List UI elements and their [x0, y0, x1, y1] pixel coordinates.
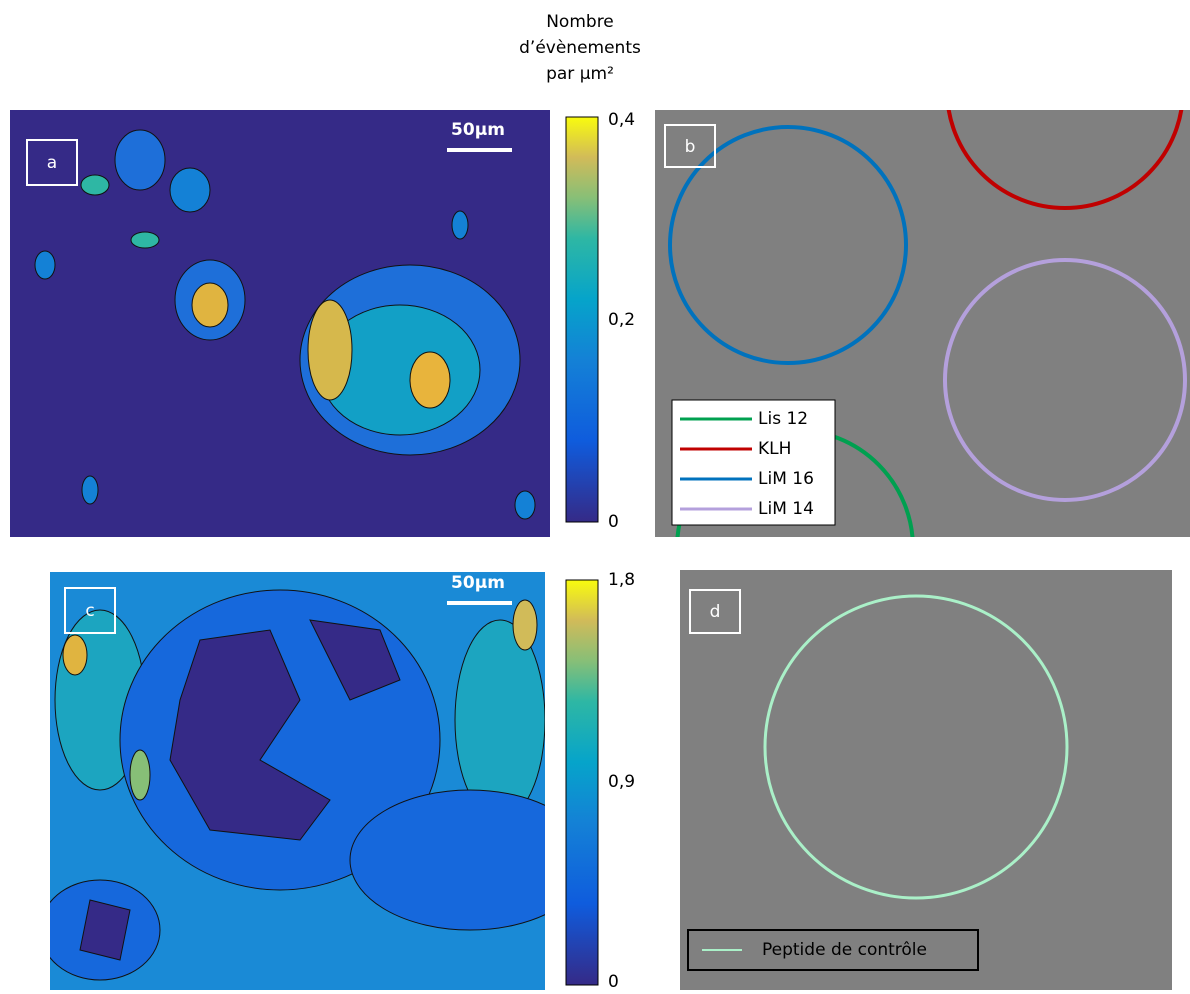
blob	[34, 250, 56, 280]
blob	[169, 629, 331, 841]
blob	[409, 351, 451, 409]
colorbar-tick-label: 0,2	[608, 310, 635, 330]
panel-background	[680, 570, 1172, 990]
colorbar	[565, 116, 599, 523]
panel-label: b	[685, 137, 696, 157]
contours	[50, 589, 545, 981]
colorbar-tick-label: 0,9	[608, 772, 635, 792]
scale-bar-label: 50µm	[451, 120, 505, 140]
panel-label: d	[710, 602, 721, 622]
blob	[309, 619, 401, 701]
circle-klh	[946, 110, 1184, 210]
panel-d	[680, 570, 1172, 990]
blob	[81, 475, 99, 505]
blob	[451, 210, 469, 240]
panel-label-box	[689, 589, 741, 634]
blob	[129, 749, 151, 801]
blob	[169, 167, 211, 213]
colorbar-tick-label: 1,8	[608, 570, 635, 590]
blob	[62, 634, 88, 676]
scale-bar-label: 50µm	[451, 573, 505, 593]
colorbar-tick-label: 0	[608, 512, 619, 532]
panel-label-box	[26, 139, 78, 186]
colorbar-title: d’évènements	[519, 38, 641, 58]
legend-box	[671, 399, 836, 526]
blob	[191, 282, 229, 328]
circle-lim16	[668, 125, 908, 365]
legend-label: KLH	[758, 439, 791, 459]
colorbar-tick-label: 0	[608, 972, 619, 990]
panel-label: c	[85, 601, 94, 621]
contours	[34, 129, 536, 520]
blob	[512, 599, 538, 651]
blob	[514, 490, 536, 520]
colorbar-title: Nombre	[546, 12, 614, 32]
legend-label: LiM 14	[758, 499, 814, 519]
blob	[79, 899, 131, 961]
contour-map	[10, 110, 550, 537]
blob	[114, 129, 166, 191]
legend-label: LiM 16	[758, 469, 814, 489]
contour-map	[50, 572, 545, 990]
colorbar	[565, 579, 599, 986]
blob	[80, 174, 110, 196]
legend-box	[687, 929, 979, 971]
blob	[130, 231, 160, 249]
panel-b	[655, 110, 1190, 537]
panel-label-box	[64, 587, 116, 634]
colorbar-title: par µm²	[546, 64, 614, 84]
circle-control	[763, 594, 1069, 900]
colorbar-tick-label: 0,4	[608, 110, 635, 130]
panel-label-box	[664, 124, 716, 168]
legend-label: Peptide de contrôle	[762, 940, 927, 960]
blob	[307, 299, 353, 401]
panel-label: a	[47, 153, 57, 173]
circle-lim14	[943, 258, 1187, 502]
legend-label: Lis 12	[758, 409, 808, 429]
blob	[349, 789, 545, 931]
